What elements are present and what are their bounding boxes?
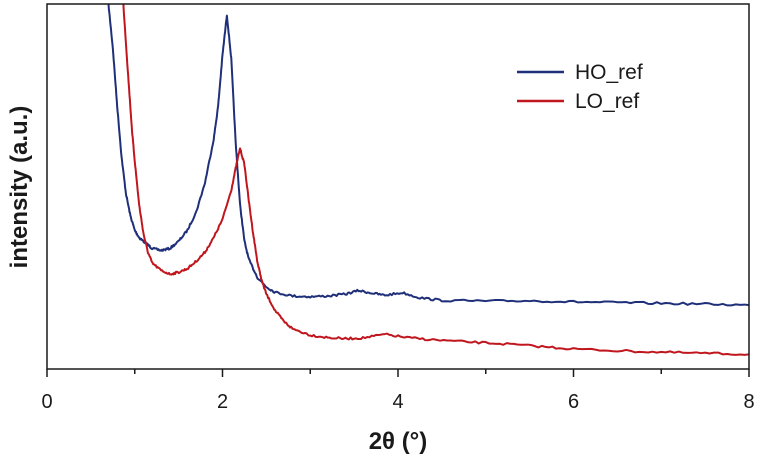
x-axis-tick-labels: 0 2 4 6 8 bbox=[41, 391, 754, 413]
x-tick-label: 4 bbox=[392, 391, 403, 413]
x-axis-ticks bbox=[46, 369, 750, 377]
series-line-ho-ref bbox=[107, 4, 749, 307]
x-tick-label: 6 bbox=[568, 391, 579, 413]
legend-label-lo-ref: LO_ref bbox=[575, 90, 639, 113]
legend: HO_ref LO_ref bbox=[517, 61, 643, 113]
x-axis-title: 2θ (°) bbox=[369, 428, 428, 455]
x-tick-label: 8 bbox=[743, 391, 754, 413]
legend-label-ho-ref: HO_ref bbox=[575, 61, 643, 84]
y-axis-title: intensity (a.u.) bbox=[6, 106, 33, 269]
series-line-lo-ref bbox=[122, 4, 749, 356]
series-layer bbox=[107, 4, 749, 356]
x-tick-label: 2 bbox=[217, 391, 228, 413]
x-tick-label: 0 bbox=[41, 391, 52, 413]
plot-frame bbox=[46, 3, 750, 370]
